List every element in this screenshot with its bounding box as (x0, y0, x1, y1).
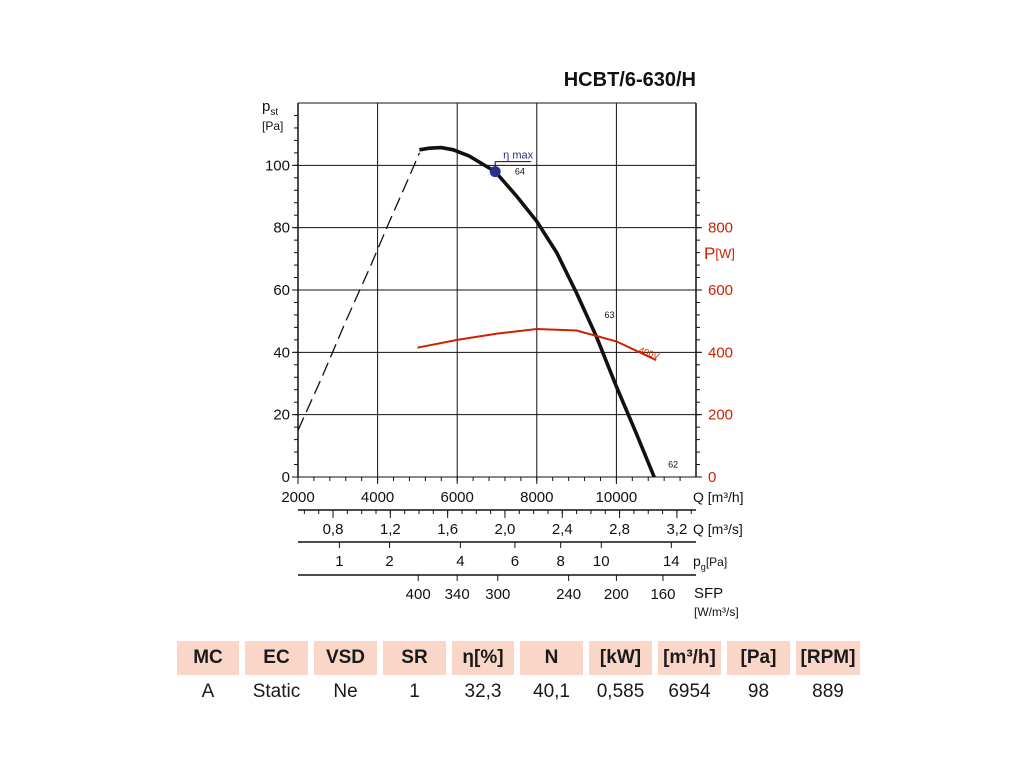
value-n: 40,1 (533, 681, 570, 702)
y-tick-label-left: 0 (282, 469, 290, 486)
q-m3s-tick-label: 1,6 (437, 521, 458, 538)
spec-value-row: A Static Ne 1 32,3 40,1 0,585 6954 98 88… (177, 675, 860, 709)
pg-tick-label: 10 (593, 553, 610, 570)
pg-tick-label: 1 (335, 553, 343, 570)
sfp-axis-unit: [W/m³/s] (694, 605, 739, 619)
eta-max-label: η max (503, 150, 533, 162)
header-flow: [m³/h] (658, 641, 721, 675)
header-pressure: [Pa] (727, 641, 790, 675)
chart-title: HCBT/6-630/H (564, 69, 696, 91)
header-sr: SR (383, 641, 446, 675)
curve-label: 63 (604, 310, 614, 320)
eta-max-point (489, 166, 501, 178)
sfp-tick-label: 300 (485, 586, 510, 603)
sfp-tick-label: 160 (650, 586, 675, 603)
header-rpm: [RPM] (796, 641, 860, 675)
sfp-tick-label: 200 (604, 586, 629, 603)
y-axis-label-right: P[W] (704, 244, 735, 263)
spec-header-row: MC EC VSD SR η[%] N [kW] [m³/h] [Pa] [RP… (177, 641, 860, 675)
q-m3s-tick-label: 2,4 (552, 521, 573, 538)
q-m3s-tick-label: 2,8 (609, 521, 630, 538)
value-sr: 1 (409, 681, 420, 702)
y-tick-label-right: 0 (708, 469, 716, 486)
value-efficiency: 32,3 (464, 681, 502, 702)
q-m3s-tick-label: 0,8 (323, 521, 344, 538)
y-tick-label-left: 60 (273, 282, 290, 299)
pg-tick-label: 8 (557, 553, 565, 570)
series-line-0 (297, 152, 420, 431)
y-tick-label-left: 100 (265, 157, 290, 174)
header-vsd: VSD (314, 641, 377, 675)
series-line-1 (419, 145, 656, 478)
series-line-2 (417, 327, 657, 362)
value-power: 0,585 (596, 681, 645, 702)
header-ec: EC (245, 641, 308, 675)
q-m3s-tick-label: 1,2 (380, 521, 401, 538)
value-pressure: 98 (747, 681, 770, 702)
y-tick-label-right: 400 (708, 344, 733, 361)
value-mc: A (201, 681, 215, 702)
x-tick-label: 4000 (361, 489, 394, 506)
value-rpm: 889 (812, 681, 844, 702)
curve-label: 400V (638, 345, 661, 362)
sfp-tick-label: 340 (445, 586, 470, 603)
sfp-tick-label: 400 (406, 586, 431, 603)
value-ec: Static (252, 681, 301, 702)
y-tick-label-right: 800 (708, 220, 733, 237)
spec-table: MC EC VSD SR η[%] N [kW] [m³/h] [Pa] [RP… (171, 641, 866, 709)
header-power: [kW] (589, 641, 652, 675)
value-flow: 6954 (668, 681, 711, 702)
pg-tick-label: 4 (456, 553, 464, 570)
fan-performance-chart: HCBT/6-630/H020406080100pst[Pa]020040060… (262, 69, 744, 619)
curve-label: 62 (668, 460, 678, 470)
x-tick-label: 2000 (281, 489, 314, 506)
header-n: N (520, 641, 583, 675)
y-tick-label-left: 40 (273, 344, 290, 361)
q-m3s-tick-label: 3,2 (666, 521, 687, 538)
x-tick-label: 10000 (596, 489, 638, 506)
header-efficiency: η[%] (452, 641, 514, 675)
pg-axis-label: pg[Pa] (693, 553, 727, 572)
y-axis-unit-left: [Pa] (262, 119, 283, 133)
header-mc: MC (177, 641, 239, 675)
y-tick-label-right: 600 (708, 282, 733, 299)
y-axis-label-left: pst (262, 98, 278, 118)
sfp-axis-label: SFP (694, 585, 723, 602)
x-tick-label: 6000 (441, 489, 474, 506)
q-m3s-axis-label: Q [m³/s] (693, 521, 743, 537)
pg-tick-label: 2 (385, 553, 393, 570)
x-tick-label: 8000 (520, 489, 553, 506)
pg-tick-label: 6 (511, 553, 519, 570)
y-tick-label-left: 20 (273, 407, 290, 424)
value-vsd: Ne (333, 681, 358, 702)
y-tick-label-right: 200 (708, 407, 733, 424)
sfp-tick-label: 240 (556, 586, 581, 603)
y-tick-label-left: 80 (273, 220, 290, 237)
pg-tick-label: 14 (663, 553, 680, 570)
curve-label: 64 (515, 167, 525, 177)
q-m3s-tick-label: 2,0 (495, 521, 516, 538)
x-axis-label: Q [m³/h] (693, 489, 744, 505)
